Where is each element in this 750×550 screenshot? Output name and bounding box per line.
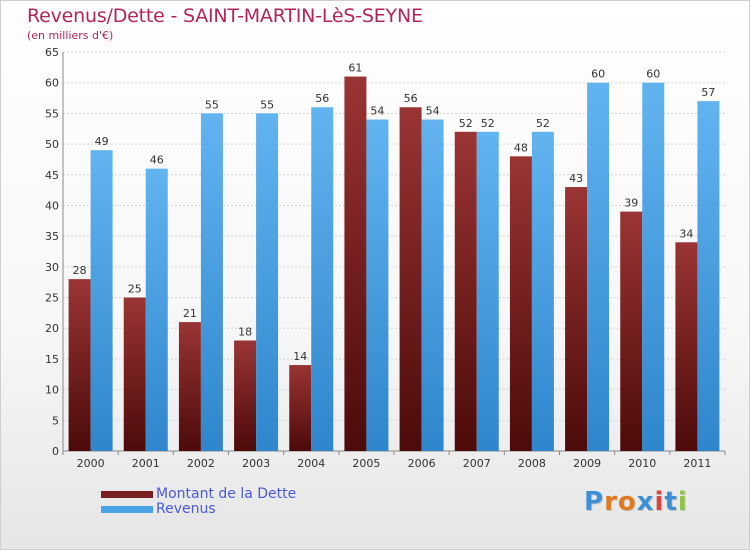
legend-label-dette: Montant de la Dette — [156, 486, 297, 502]
bar-dette — [234, 340, 257, 451]
x-tick-label: 2004 — [297, 457, 325, 470]
x-tick-label: 2010 — [628, 457, 656, 470]
data-label: 56 — [404, 92, 418, 105]
x-tick-label: 2001 — [132, 457, 160, 470]
data-label: 60 — [591, 68, 605, 81]
logo-letter: P — [584, 487, 605, 517]
legend-swatch-dette — [101, 491, 153, 498]
y-tick-label: 65 — [45, 46, 59, 59]
logo-letter: x — [636, 487, 655, 517]
bar-dette — [178, 322, 201, 451]
bar-dette — [344, 76, 367, 452]
bar-revenus — [531, 131, 554, 452]
x-tick-label: 2005 — [352, 457, 380, 470]
bar-revenus — [697, 101, 720, 451]
legend-swatch-revenus — [101, 506, 153, 513]
proxiti-logo: Proxiti — [584, 487, 688, 517]
data-label: 43 — [569, 172, 583, 185]
y-tick-label: 30 — [45, 261, 59, 274]
bar-revenus — [476, 131, 499, 452]
data-label: 52 — [536, 117, 550, 130]
logo-letter: i — [654, 487, 665, 517]
bar-dette — [123, 297, 146, 451]
bar-dette — [565, 187, 588, 452]
data-label: 48 — [514, 141, 528, 154]
bar-revenus — [311, 107, 334, 451]
y-tick-label: 45 — [45, 169, 59, 182]
y-tick-label: 0 — [52, 445, 59, 458]
data-label: 52 — [459, 117, 473, 130]
x-tick-label: 2006 — [408, 457, 436, 470]
bar-revenus — [587, 82, 610, 451]
bar-revenus — [256, 113, 279, 451]
legend-label-revenus: Revenus — [156, 501, 216, 517]
x-tick-label: 2000 — [77, 457, 105, 470]
bar-dette — [454, 131, 477, 452]
bar-revenus — [145, 168, 168, 451]
y-tick-label: 20 — [45, 322, 59, 335]
x-tick-label: 2011 — [683, 457, 711, 470]
data-label: 34 — [679, 227, 693, 240]
data-label: 57 — [701, 86, 715, 99]
data-label: 52 — [481, 117, 495, 130]
y-tick-label: 15 — [45, 353, 59, 366]
x-tick-label: 2003 — [242, 457, 270, 470]
y-tick-label: 40 — [45, 199, 59, 212]
bar-dette — [620, 211, 643, 451]
logo-letter: o — [617, 487, 637, 517]
y-tick-label: 5 — [52, 414, 59, 427]
bar-revenus — [421, 119, 444, 452]
data-label: 60 — [646, 68, 660, 81]
bar-revenus — [642, 82, 665, 451]
logo-letter: t — [664, 487, 678, 517]
data-label: 39 — [624, 197, 638, 210]
data-label: 56 — [315, 92, 329, 105]
data-label: 46 — [150, 154, 164, 167]
chart-subtitle: (en milliers d'€) — [27, 29, 114, 42]
bar-revenus — [200, 113, 223, 451]
data-label: 25 — [128, 283, 142, 296]
x-tick-label: 2002 — [187, 457, 215, 470]
x-tick-label: 2008 — [518, 457, 546, 470]
data-label: 14 — [293, 350, 307, 363]
bar-dette — [509, 156, 532, 451]
data-label: 55 — [260, 98, 274, 111]
y-tick-label: 10 — [45, 384, 59, 397]
data-label: 18 — [238, 326, 252, 339]
bar-dette — [399, 107, 422, 451]
data-label: 28 — [73, 264, 87, 277]
bar-revenus — [366, 119, 389, 452]
logo-letter: i — [677, 487, 688, 517]
bar-dette — [68, 279, 91, 451]
x-tick-label: 2007 — [463, 457, 491, 470]
y-tick-label: 55 — [45, 107, 59, 120]
bar-dette — [675, 242, 698, 451]
y-tick-label: 60 — [45, 77, 59, 90]
y-tick-label: 35 — [45, 230, 59, 243]
data-label: 54 — [426, 105, 440, 118]
data-label: 61 — [348, 62, 362, 75]
data-label: 21 — [183, 307, 197, 320]
data-label: 54 — [370, 105, 384, 118]
bar-dette — [289, 365, 312, 451]
data-label: 55 — [205, 98, 219, 111]
x-tick-label: 2009 — [573, 457, 601, 470]
data-label: 49 — [95, 135, 109, 148]
y-tick-label: 25 — [45, 292, 59, 305]
logo-letter: r — [604, 487, 618, 517]
y-tick-label: 50 — [45, 138, 59, 151]
chart-title: Revenus/Dette - SAINT-MARTIN-LèS-SEYNE — [27, 5, 423, 27]
bar-revenus — [90, 150, 113, 451]
